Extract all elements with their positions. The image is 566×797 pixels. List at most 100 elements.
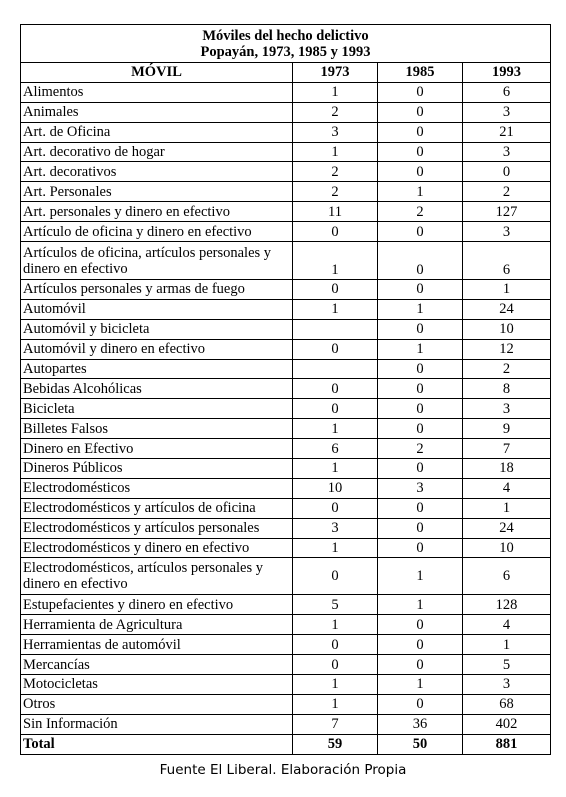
row-value-1993: 4 [462, 614, 551, 636]
row-label: Otros [20, 693, 293, 715]
row-label: Artículos de oficina, artículos personal… [20, 241, 293, 281]
table-row: Bicicleta 0 0 3 [20, 398, 551, 420]
row-value-1993: 68 [462, 693, 551, 715]
row-label: Art. Personales [20, 181, 293, 203]
row-value-1985: 0 [377, 221, 463, 243]
row-value-1993: 3 [462, 101, 551, 123]
row-value-1985: 1 [377, 338, 463, 360]
row-value-1973: 1 [292, 674, 378, 695]
row-value-1985: 1 [377, 557, 463, 596]
table-row: Electrodomésticos y artículos de oficina… [20, 497, 551, 519]
row-value-1993: 5 [462, 654, 551, 676]
row-value-1985: 0 [377, 141, 463, 163]
row-value-1973: 1 [292, 693, 378, 715]
row-value-1973: 6 [292, 438, 378, 460]
row-label: Mercancías [20, 654, 293, 676]
row-value-1985: 3 [377, 477, 463, 499]
row-value-1973: 1 [292, 418, 378, 440]
row-value-1973: 11 [292, 201, 378, 223]
row-label: Herramienta de Agricultura [20, 614, 293, 636]
row-value-1985: 0 [377, 458, 463, 479]
table-row: Art. de Oficina 3 0 21 [20, 121, 551, 143]
table-row: Automóvil 1 1 24 [20, 298, 551, 320]
row-value-1985: 0 [377, 241, 463, 281]
header-movil: MÓVIL [20, 62, 293, 83]
row-value-1973: 10 [292, 477, 378, 499]
row-value-1993: 4 [462, 477, 551, 499]
row-value-1993: 6 [462, 81, 551, 103]
row-value-1985: 0 [377, 378, 463, 400]
row-value-1985: 1 [377, 674, 463, 695]
row-label: Motocicletas [20, 674, 293, 695]
row-value-1973: 0 [292, 497, 378, 519]
row-label: Art. de Oficina [20, 121, 293, 143]
table-row: Estupefacientes y dinero en efectivo 5 1 12… [20, 594, 551, 616]
row-value-1993: 6 [462, 557, 551, 596]
row-label: Art. decorativo de hogar [20, 141, 293, 163]
row-value-1973: 1 [292, 141, 378, 163]
row-label: Automóvil y dinero en efectivo [20, 338, 293, 360]
total-row: Total 59 50 881 [20, 733, 551, 755]
row-value-1973: 0 [292, 221, 378, 243]
table-title-line1: Móviles del hecho delictivo [202, 28, 369, 44]
row-value-1985: 0 [377, 358, 463, 380]
row-value-1993: 6 [462, 241, 551, 281]
row-label: Electrodomésticos y artículos personales [20, 517, 293, 539]
row-value-1985: 0 [377, 398, 463, 420]
row-value-1993: 0 [462, 161, 551, 183]
row-value-1993: 18 [462, 458, 551, 479]
row-value-1973: 1 [292, 458, 378, 479]
row-value-1993: 8 [462, 378, 551, 400]
crime-motives-table: Móviles del hecho delictivo Popayán, 197… [20, 24, 551, 755]
table-row: Electrodomésticos, artículos personales … [20, 557, 551, 596]
table-row: Automóvil y bicicleta 0 10 [20, 318, 551, 340]
row-value-1973: 0 [292, 279, 378, 300]
row-value-1973: 2 [292, 101, 378, 123]
row-value-1993: 2 [462, 358, 551, 380]
row-value-1993: 3 [462, 398, 551, 420]
table-row: Autopartes 0 2 [20, 358, 551, 380]
row-value-1993: 128 [462, 594, 551, 616]
row-value-1973: 1 [292, 537, 378, 559]
header-1993: 1993 [462, 62, 551, 83]
table-row: Alimentos 1 0 6 [20, 81, 551, 103]
table-row: Artículos personales y armas de fuego 0 0 1 [20, 279, 551, 300]
table-row: Billetes Falsos 1 0 9 [20, 418, 551, 440]
header-1973: 1973 [292, 62, 378, 83]
row-label: Herramientas de automóvil [20, 634, 293, 656]
row-value-1973: 0 [292, 557, 378, 596]
table-row: Electrodomésticos y artículos personales… [20, 517, 551, 539]
row-value-1993: 21 [462, 121, 551, 143]
row-label: Animales [20, 101, 293, 123]
row-value-1985: 0 [377, 161, 463, 183]
row-label: Automóvil y bicicleta [20, 318, 293, 340]
row-value-1993: 10 [462, 318, 551, 340]
row-value-1985: 0 [377, 654, 463, 676]
row-value-1985: 0 [377, 634, 463, 656]
row-value-1973: 3 [292, 517, 378, 539]
row-value-1985: 1 [377, 298, 463, 320]
row-label: Estupefacientes y dinero en efectivo [20, 594, 293, 616]
row-value-1993: 10 [462, 537, 551, 559]
row-value-1993: 1 [462, 634, 551, 656]
table-row: Mercancías 0 0 5 [20, 654, 551, 676]
row-value-1985: 0 [377, 497, 463, 519]
table-row: Bebidas Alcohólicas 0 0 8 [20, 378, 551, 400]
row-value-1993: 24 [462, 298, 551, 320]
row-value-1973 [292, 358, 378, 380]
row-label: Artículos personales y armas de fuego [20, 279, 293, 300]
row-value-1973: 0 [292, 338, 378, 360]
row-value-1973 [292, 318, 378, 340]
row-value-1993: 3 [462, 141, 551, 163]
row-value-1973: 1 [292, 81, 378, 103]
row-value-1973: 3 [292, 121, 378, 143]
row-label: Electrodomésticos y dinero en efectivo [20, 537, 293, 559]
table-row: Automóvil y dinero en efectivo 0 1 12 [20, 338, 551, 360]
table-row: Herramienta de Agricultura 1 0 4 [20, 614, 551, 636]
source-caption: Fuente El Liberal. Elaboración Propia [159, 762, 407, 778]
row-value-1993: 3 [462, 221, 551, 243]
row-label: Autopartes [20, 358, 293, 380]
row-value-1993: 7 [462, 438, 551, 460]
row-label: Electrodomésticos y artículos de oficina [20, 497, 293, 519]
row-value-1993: 12 [462, 338, 551, 360]
